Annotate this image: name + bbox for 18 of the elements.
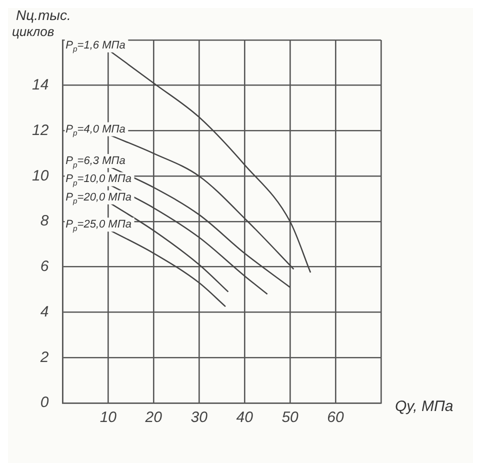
x-tick-label: 30 <box>190 409 208 426</box>
y-tick-label: 0 <box>40 394 50 412</box>
y-tick-label: 12 <box>32 122 50 139</box>
y-tick-label: 8 <box>40 212 50 230</box>
y-tick-label: 4 <box>40 303 49 320</box>
line-series <box>110 230 226 308</box>
x-axis-title: Qу, МПа <box>395 398 454 415</box>
x-tick-label: 50 <box>282 409 300 426</box>
y-tick-label: 14 <box>32 76 49 94</box>
x-tick-label: 20 <box>144 409 163 426</box>
x-tick-label: 40 <box>236 409 254 426</box>
y-tick-label: 6 <box>40 258 50 276</box>
line-series <box>110 184 268 295</box>
y-tick-label: 2 <box>39 348 50 366</box>
x-tick-label: 60 <box>327 409 345 426</box>
x-tick-label: 10 <box>100 409 118 426</box>
y-tick-label: 10 <box>32 167 50 184</box>
y-axis-title: Nц.тыс. циклов <box>12 7 71 39</box>
